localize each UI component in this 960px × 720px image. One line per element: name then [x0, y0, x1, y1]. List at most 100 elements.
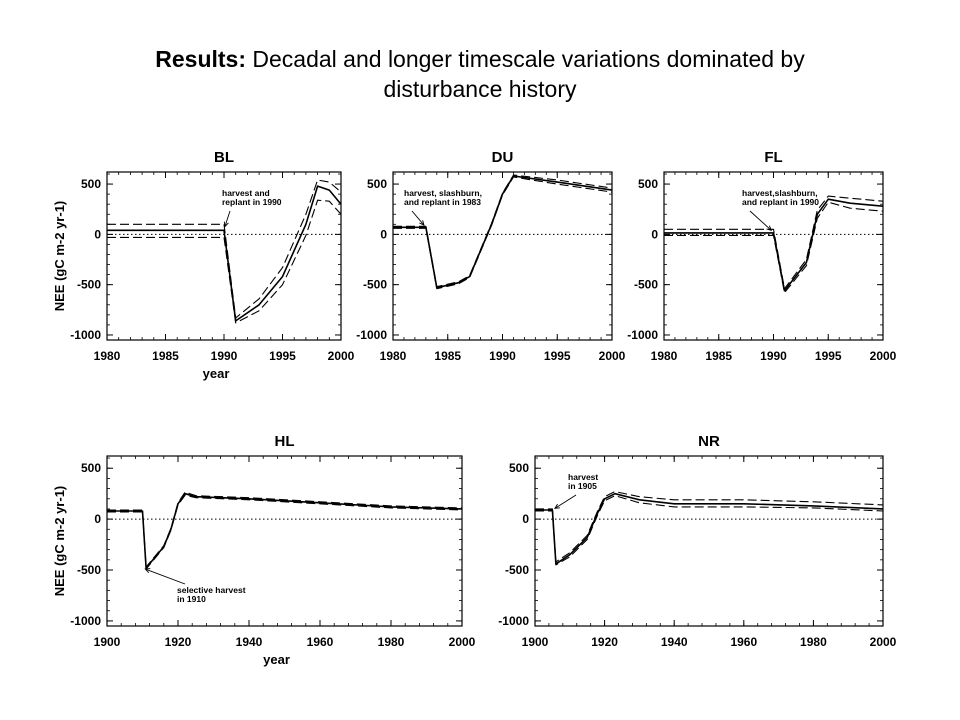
panel-fl: FL harvest,slashburn,and replant in 1990 -…: [627, 149, 896, 363]
series-line-1: [107, 185, 342, 322]
plot-frame: [106, 455, 463, 627]
series-line-1: [664, 198, 884, 292]
annotation-label: and replant in 1990: [742, 197, 819, 207]
x-tick-label: 1960: [307, 635, 334, 649]
panel-title: FL: [764, 149, 782, 166]
y-tick-label: 0: [522, 512, 529, 526]
y-tick-label: -1000: [70, 614, 101, 628]
x-axis-title: year: [203, 366, 230, 381]
x-tick-label: 1940: [236, 635, 263, 649]
x-tick-label: 2000: [599, 349, 626, 363]
annotation-label: harvest: [568, 472, 598, 482]
x-tick-label: 1900: [94, 635, 121, 649]
series-line-3: [107, 199, 342, 324]
panel-title: NR: [698, 433, 720, 450]
panel-title: DU: [492, 149, 514, 166]
y-tick-label: 0: [651, 227, 658, 241]
y-tick-label: 500: [367, 177, 387, 191]
x-tick-label: 1995: [269, 349, 296, 363]
panel-title: HL: [275, 433, 295, 450]
x-tick-label: 1990: [489, 349, 516, 363]
x-tick-label: 1900: [522, 635, 549, 649]
x-tick-label: 1985: [152, 349, 179, 363]
x-tick-label: 1985: [705, 349, 732, 363]
x-tick-label: 1920: [591, 635, 618, 649]
annotation-arrowhead: [223, 221, 229, 228]
x-tick-label: 1985: [434, 349, 461, 363]
series-line-2: [107, 179, 342, 319]
slide-title: Results: Decadal and longer timescale va…: [0, 44, 960, 104]
panel-title: BL: [214, 149, 234, 166]
slide-title-bold: Results:: [155, 46, 247, 72]
y-axis-title: NEE (gC m-2 yr-1): [52, 486, 67, 597]
x-tick-label: 1980: [94, 349, 121, 363]
series-line-3: [664, 201, 884, 294]
annotation-arrow: [145, 568, 186, 585]
x-tick-label: 1940: [661, 635, 688, 649]
series-line-2: [535, 491, 884, 563]
x-tick-label: 1990: [211, 349, 238, 363]
x-axis-title: year: [263, 652, 290, 667]
x-tick-label: 1995: [544, 349, 571, 363]
annotation-arrowhead: [554, 503, 560, 509]
y-axis-title: NEE (gC m-2 yr-1): [52, 201, 67, 312]
annotation-label: in 1905: [568, 481, 597, 491]
x-tick-label: 2000: [870, 349, 897, 363]
y-tick-label: 500: [81, 461, 101, 475]
annotation-arrow: [411, 210, 425, 226]
x-tick-label: 1980: [800, 635, 827, 649]
y-tick-label: -500: [77, 278, 101, 292]
series-line-3: [393, 176, 613, 290]
y-tick-label: -500: [77, 563, 101, 577]
annotation-arrowhead: [766, 225, 773, 232]
series-line-1: [535, 492, 884, 565]
annotation-arrow: [554, 494, 577, 509]
annotation-label: in 1910: [177, 594, 206, 604]
annotation-label: harvest, slashburn,: [404, 188, 482, 198]
x-tick-label: 1980: [651, 349, 678, 363]
annotation-arrow: [749, 210, 772, 231]
annotation-label: replant in 1990: [222, 197, 282, 207]
x-tick-label: 1990: [760, 349, 787, 363]
y-tick-label: -500: [363, 278, 387, 292]
x-tick-label: 2000: [328, 349, 355, 363]
y-tick-label: 500: [509, 461, 529, 475]
y-tick-label: -500: [634, 278, 658, 292]
x-tick-label: 2000: [449, 635, 476, 649]
x-tick-label: 1995: [815, 349, 842, 363]
annotation-label: harvest,slashburn,: [742, 188, 818, 198]
annotation-arrow: [224, 210, 231, 227]
x-tick-label: 1960: [730, 635, 757, 649]
annotation-label: harvest and: [222, 188, 270, 198]
x-tick-label: 2000: [870, 635, 897, 649]
x-tick-label: 1980: [380, 349, 407, 363]
series-line-1: [107, 492, 463, 569]
y-tick-label: 0: [94, 227, 101, 241]
y-tick-label: -1000: [627, 328, 658, 342]
y-tick-label: 0: [94, 512, 101, 526]
slide-title-line2: disturbance history: [383, 76, 577, 102]
y-tick-label: 0: [380, 227, 387, 241]
series-line-2: [664, 195, 884, 290]
y-tick-label: -1000: [356, 328, 387, 342]
slide-title-rest: Decadal and longer timescale variations …: [246, 46, 805, 72]
x-tick-label: 1980: [378, 635, 405, 649]
y-tick-label: 500: [81, 177, 101, 191]
y-tick-label: -1000: [70, 328, 101, 342]
annotation-label: selective harvest: [177, 585, 246, 595]
series-line-3: [535, 495, 884, 566]
annotation-arrowhead: [419, 220, 425, 226]
annotation-label: and replant in 1983: [404, 197, 481, 207]
annotation-arrowhead: [144, 568, 151, 573]
y-tick-label: -500: [505, 563, 529, 577]
series-line-3: [107, 494, 463, 570]
y-tick-label: 500: [638, 177, 658, 191]
x-tick-label: 1920: [165, 635, 192, 649]
panel-du: DU harvest, slashburn,and replant in 1983…: [356, 149, 625, 363]
series-line-2: [393, 174, 613, 288]
series-line-2: [107, 491, 463, 568]
